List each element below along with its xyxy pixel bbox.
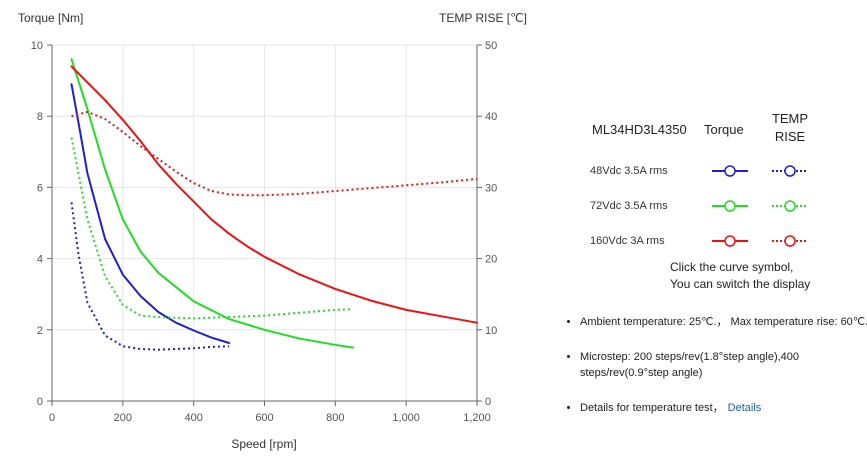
y-axis-left-title: Torque [Nm] <box>18 11 83 25</box>
y-right-tick-label: 50 <box>485 40 497 52</box>
legend-symbol-torque[interactable] <box>710 231 750 251</box>
legend-symbol-temp[interactable] <box>770 196 810 216</box>
details-link[interactable]: Details <box>727 402 762 414</box>
note-microstep: Microstep: 200 steps/rev(1.8°step angle)… <box>580 349 867 381</box>
y-left-tick-label: 6 <box>37 182 43 194</box>
legend-row: 48Vdc 3.5A rms <box>580 156 860 191</box>
legend-symbol-temp[interactable] <box>770 231 810 251</box>
x-tick-label: 1,000 <box>392 412 420 424</box>
chart-legend: ML34HD3L4350 Torque TEMP RISE 48Vdc 3.5A… <box>580 108 860 261</box>
y-left-tick-label: 2 <box>37 325 43 337</box>
legend-hint-line1: Click the curve symbol, <box>670 260 794 274</box>
y-axis-right-title: TEMP RISE [℃] <box>439 11 527 25</box>
x-tick-label: 1,200 <box>463 412 491 424</box>
x-tick-label: 200 <box>114 412 132 424</box>
y-left-tick-label: 0 <box>37 396 43 408</box>
x-axis-title: Speed [rpm] <box>231 437 296 451</box>
legend-row: 72Vdc 3.5A rms <box>580 191 860 226</box>
y-right-tick-label: 0 <box>485 396 491 408</box>
legend-col-temp-line2: RISE <box>774 129 806 144</box>
legend-symbol-torque[interactable] <box>710 196 750 216</box>
legend-symbol-temp[interactable] <box>770 161 810 181</box>
legend-row: 160Vdc 3A rms <box>580 226 860 261</box>
y-right-tick-label: 10 <box>485 325 497 337</box>
legend-hint-line2: You can switch the display <box>670 277 811 291</box>
series-line-torque-3[interactable] <box>70 65 478 324</box>
legend-model-name: ML34HD3L4350 <box>592 122 687 137</box>
y-right-tick-label: 20 <box>485 254 497 266</box>
chart-series <box>70 58 478 351</box>
note-ambient: Ambient temperature: 25℃.， Max temperatu… <box>580 314 867 330</box>
legend-row-label: 160Vdc 3A rms <box>590 235 665 247</box>
legend-row-label: 72Vdc 3.5A rms <box>590 200 668 212</box>
note-details-text: Details for temperature test， <box>580 402 724 414</box>
legend-col-temp-line1: TEMP <box>771 111 809 126</box>
legend-col-torque: Torque <box>704 122 744 137</box>
series-line-torque-2[interactable] <box>70 58 354 349</box>
chart-grid <box>52 44 477 402</box>
series-line-torque-1[interactable] <box>70 83 231 344</box>
y-left-tick-label: 10 <box>31 40 43 52</box>
legend-hint: Click the curve symbol, You can switch t… <box>670 259 810 293</box>
y-right-tick-label: 30 <box>485 182 497 194</box>
y-left-tick-label: 4 <box>37 254 43 266</box>
series-line-temp-1[interactable] <box>70 202 230 351</box>
legend-symbol-torque[interactable] <box>710 161 750 181</box>
notes-list: Ambient temperature: 25℃.， Max temperatu… <box>566 314 867 435</box>
series-line-temp-2[interactable] <box>70 137 354 320</box>
legend-header: ML34HD3L4350 Torque TEMP RISE <box>580 108 860 156</box>
legend-col-temp: TEMP RISE <box>770 110 810 146</box>
y-left-tick-label: 8 <box>37 111 43 123</box>
note-details: Details for temperature test，Details <box>580 400 867 416</box>
y-right-tick-label: 40 <box>485 111 497 123</box>
x-tick-label: 800 <box>326 412 344 424</box>
series-line-temp-3[interactable] <box>71 110 478 197</box>
x-tick-label: 600 <box>255 412 273 424</box>
legend-row-label: 48Vdc 3.5A rms <box>590 165 668 177</box>
x-tick-label: 0 <box>49 412 55 424</box>
x-tick-label: 400 <box>184 412 202 424</box>
